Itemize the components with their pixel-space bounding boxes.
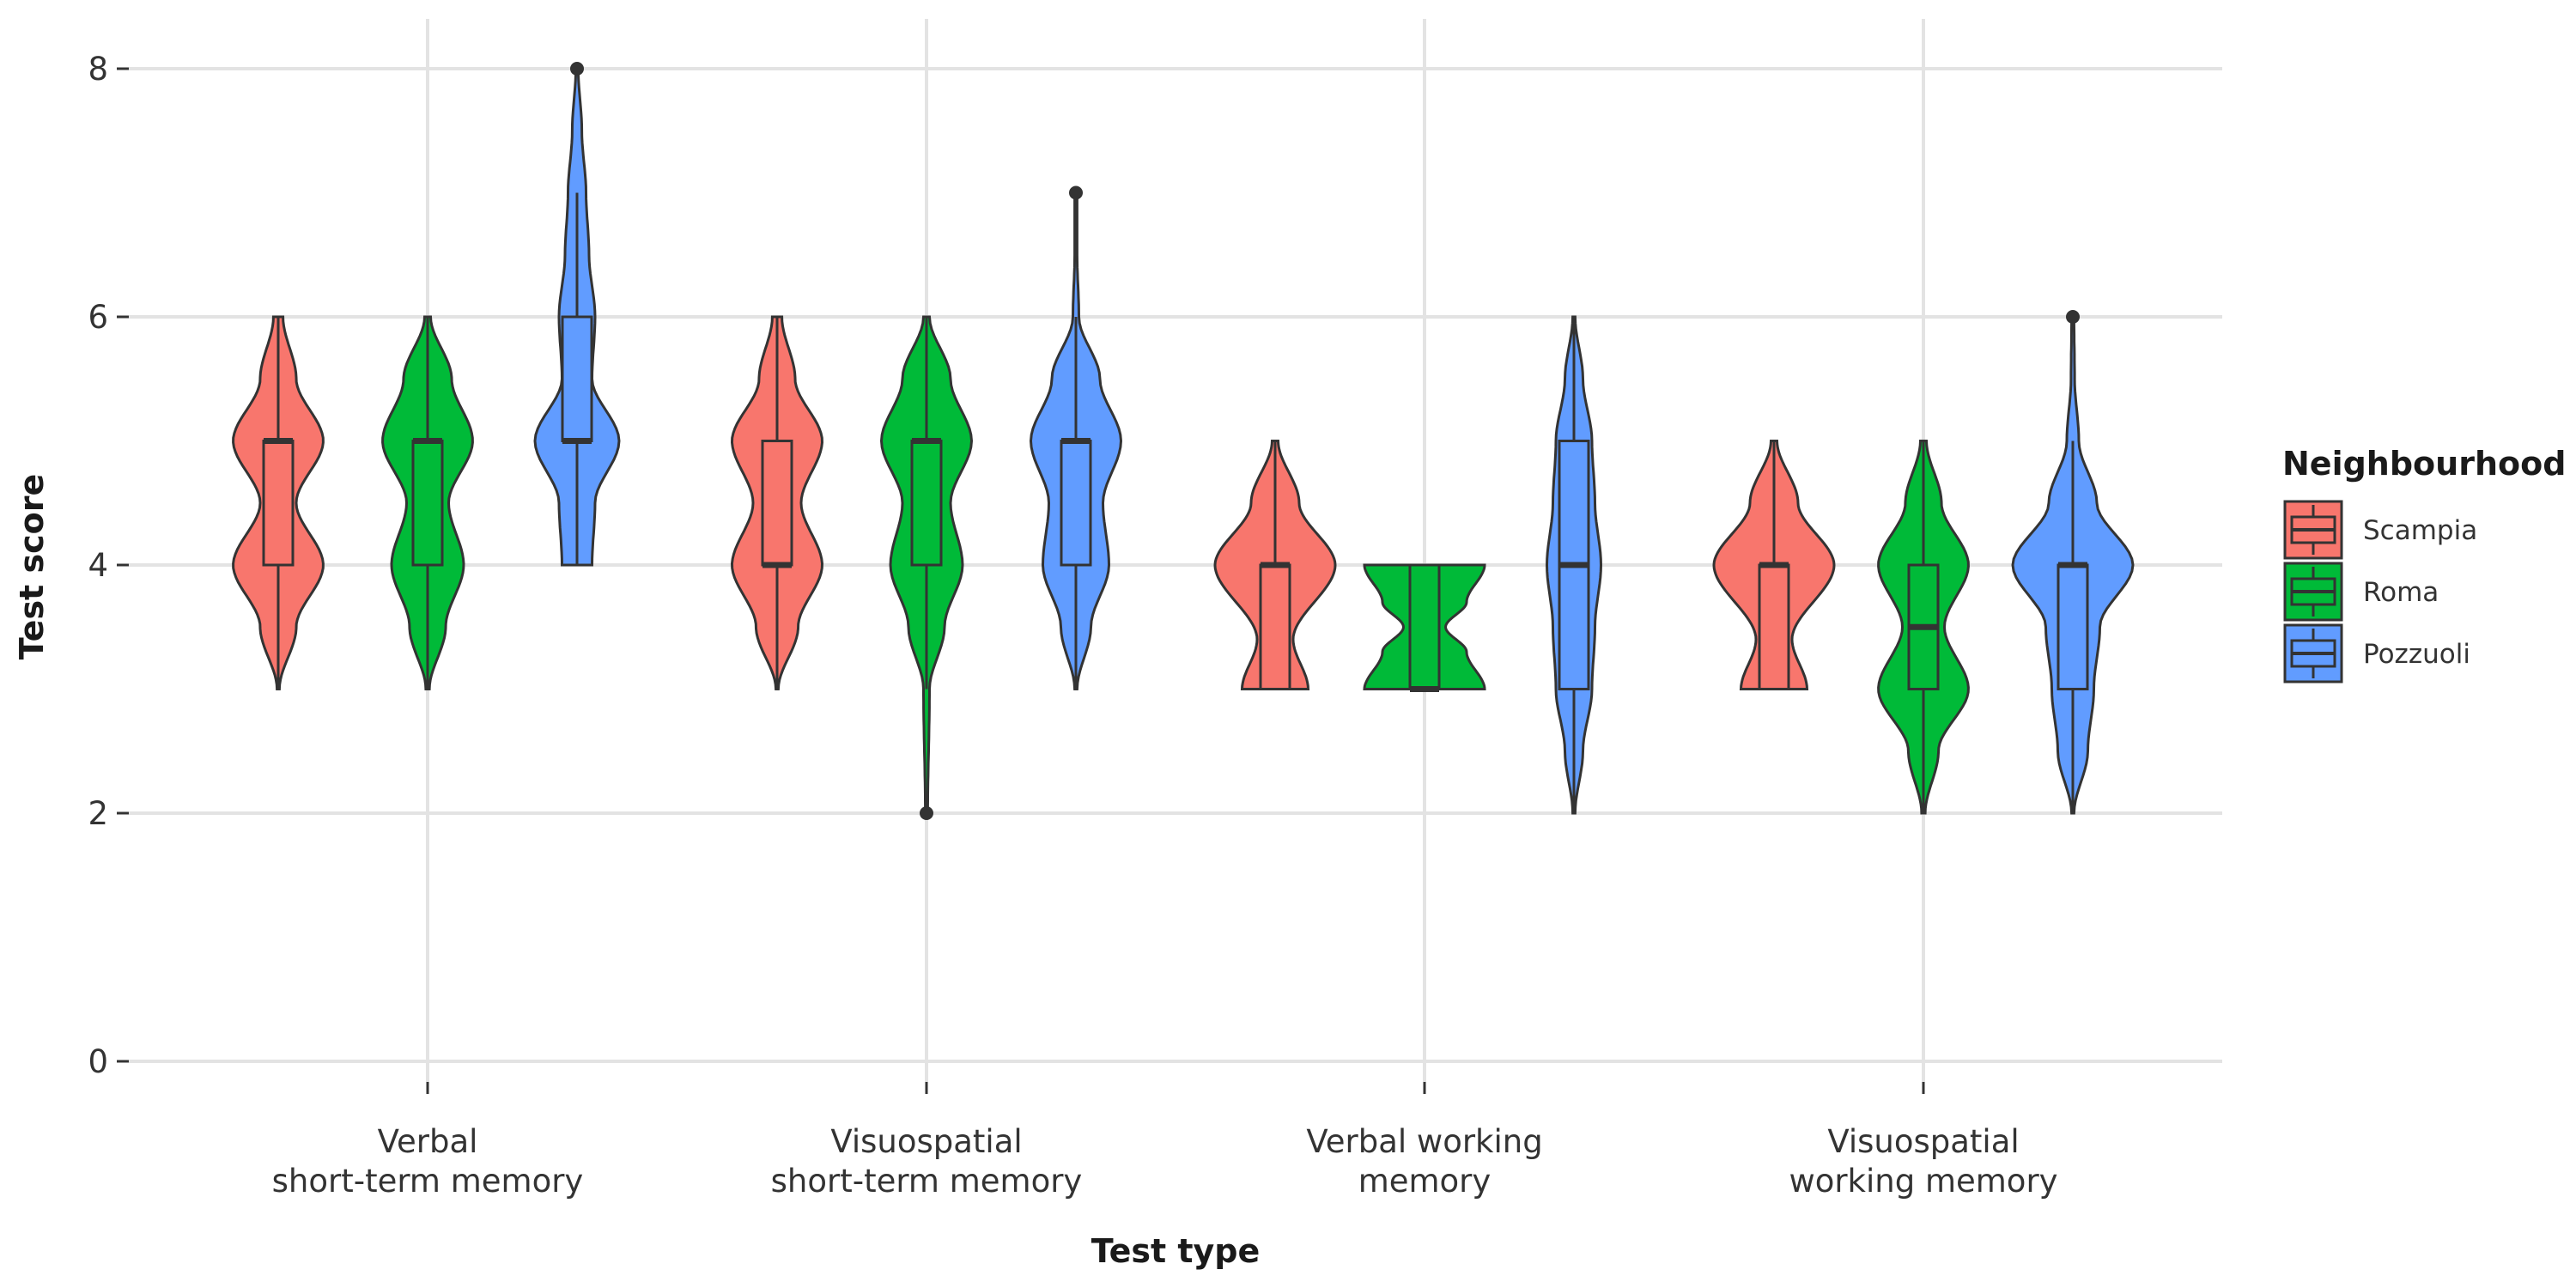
x-tick-label: Verbal working memory <box>1306 1123 1542 1200</box>
violin-layer <box>232 62 2135 820</box>
x-tick-label: Visuospatial short-term memory <box>771 1123 1083 1200</box>
y-tick-label: 4 <box>88 547 108 584</box>
y-axis-title: Test score <box>13 474 51 659</box>
boxplot-box <box>262 440 295 567</box>
x-tick-label: Verbal short-term memory <box>272 1123 584 1200</box>
outlier-point <box>2066 310 2080 324</box>
legend: Neighbourhood Scampia Roma Pozzuoli <box>2282 445 2566 683</box>
outlier-point <box>1069 185 1083 200</box>
y-tick-label: 8 <box>88 51 108 88</box>
y-tick-label: 0 <box>88 1043 108 1080</box>
boxplot-box <box>761 440 793 567</box>
legend-label-roma: Roma <box>2363 577 2439 608</box>
outlier-point <box>570 62 584 76</box>
x-axis-title: Test type <box>1091 1232 1261 1270</box>
y-tick-label: 2 <box>88 795 108 832</box>
legend-label-pozzuoli: Pozzuoli <box>2363 639 2470 670</box>
legend-title: Neighbourhood <box>2282 445 2566 483</box>
outlier-point <box>920 806 933 820</box>
boxplot-box <box>411 440 444 567</box>
boxplot-box <box>1408 563 1441 690</box>
boxplot-box <box>2057 563 2089 690</box>
boxplot-box <box>910 440 943 567</box>
boxplot-box <box>561 315 593 442</box>
boxplot-box <box>1060 440 1092 567</box>
x-axis: Verbal short-term memory Visuospatial short… <box>272 1082 2058 1200</box>
y-tick-label: 6 <box>88 299 108 336</box>
y-axis: 0 2 4 6 8 <box>88 51 129 1080</box>
legend-label-scampia: Scampia <box>2363 515 2477 546</box>
boxplot-box <box>1259 563 1291 690</box>
x-tick-label: Visuospatial working memory <box>1789 1123 2057 1200</box>
boxplot-box <box>1758 563 1790 690</box>
